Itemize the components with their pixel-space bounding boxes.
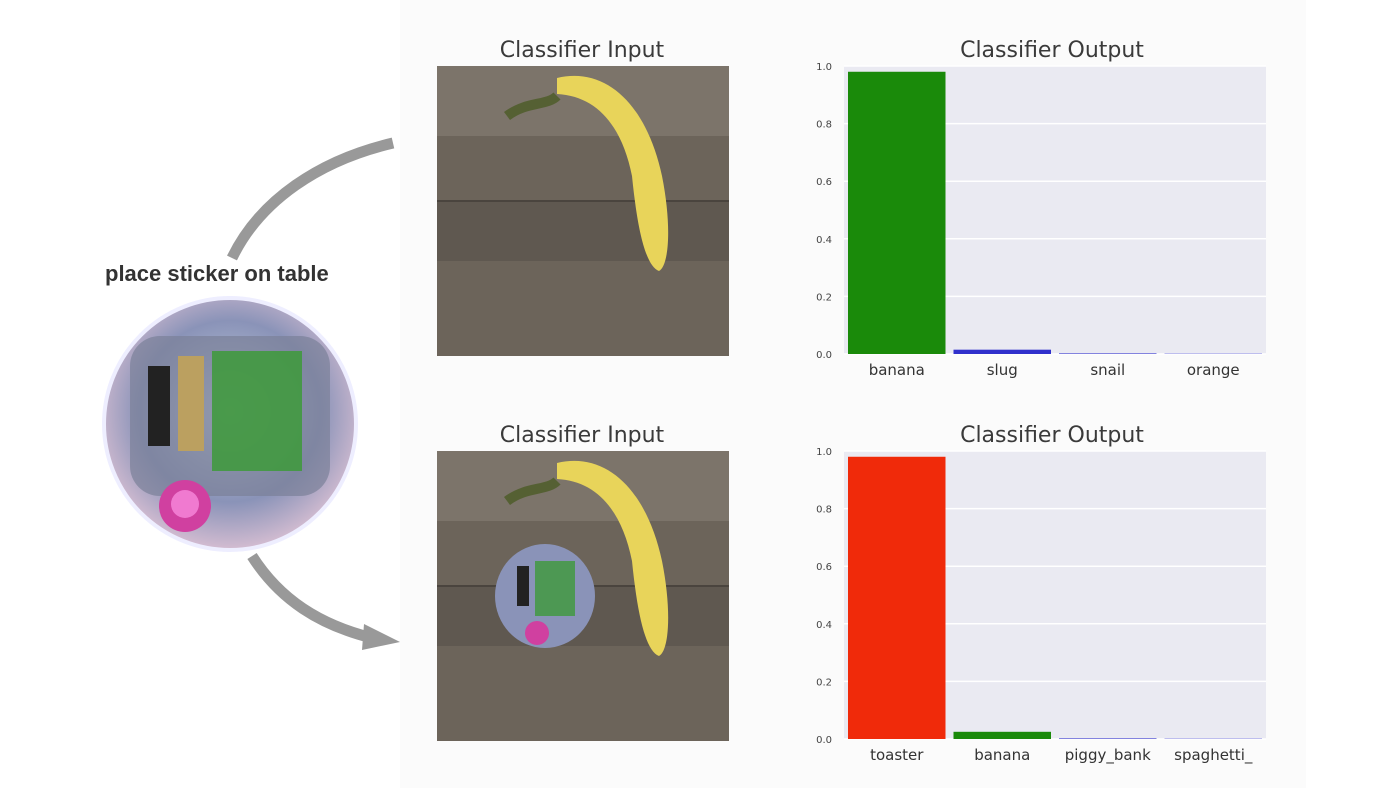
top-output-title: Classifier Output xyxy=(960,38,1144,63)
y-tick-label: 0.6 xyxy=(816,562,832,573)
y-tick-label: 0.4 xyxy=(816,235,832,246)
bar-piggy_bank xyxy=(1059,738,1157,739)
y-tick-label: 0.8 xyxy=(816,505,832,516)
x-tick-label: snail xyxy=(1090,361,1125,379)
x-tick-label: banana xyxy=(869,361,925,379)
sticker-on-table xyxy=(495,544,595,648)
y-tick-label: 0.0 xyxy=(816,350,832,361)
bar-banana xyxy=(953,731,1051,739)
y-tick-label: 0.6 xyxy=(816,177,832,188)
y-tick-label: 0.2 xyxy=(816,292,832,303)
x-tick-label: banana xyxy=(974,746,1030,764)
y-tick-label: 0.4 xyxy=(816,620,832,631)
y-tick-label: 0.8 xyxy=(816,120,832,131)
y-tick-label: 1.0 xyxy=(816,447,832,458)
lower-arrow xyxy=(247,553,374,644)
bottom-output-title: Classifier Output xyxy=(960,423,1144,448)
top-output-chart: 0.0 0.2 0.4 0.6 0.8 1.0 banana slug snail orange xyxy=(816,62,1266,379)
upper-arrow xyxy=(227,137,395,261)
top-input-image xyxy=(437,66,729,356)
bottom-input-title: Classifier Input xyxy=(499,423,665,448)
x-tick-label: orange xyxy=(1187,361,1240,379)
bar-slug xyxy=(953,349,1051,354)
bar-banana xyxy=(848,71,946,354)
y-tick-label: 0.0 xyxy=(816,735,832,746)
bottom-input-image xyxy=(437,451,729,741)
lower-arrow-head xyxy=(362,624,400,650)
bar-snail xyxy=(1059,353,1157,354)
bottom-output-chart: 0.0 0.2 0.4 0.6 0.8 1.0 toaster banana piggy_ban… xyxy=(816,447,1266,765)
top-input-title: Classifier Input xyxy=(499,38,665,63)
x-tick-label: spaghetti_ xyxy=(1174,746,1253,765)
arrows-graphic xyxy=(227,137,400,650)
bar-toaster xyxy=(848,456,946,739)
adversarial-sticker xyxy=(102,296,358,552)
y-tick-label: 1.0 xyxy=(816,62,832,73)
x-tick-label: slug xyxy=(987,361,1018,379)
sticker-caption: place sticker on table xyxy=(105,261,329,286)
x-tick-label: piggy_bank xyxy=(1065,746,1151,765)
y-tick-label: 0.2 xyxy=(816,677,832,688)
x-tick-label: toaster xyxy=(870,746,924,764)
